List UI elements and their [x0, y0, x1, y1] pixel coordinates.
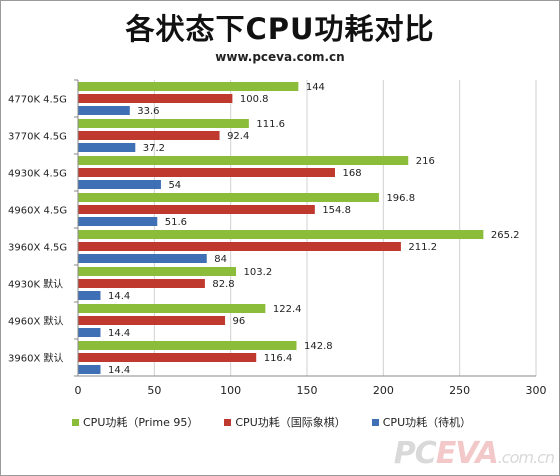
bar-idle-6: [78, 328, 101, 337]
data-label-chess-6: 96: [233, 316, 246, 327]
bar-idle-4: [78, 254, 207, 263]
bar-prime95-3: [78, 193, 379, 202]
data-label-idle-1: 37.2: [143, 143, 165, 154]
legend-swatch-idle: [371, 418, 379, 426]
data-label-prime95-1: 111.6: [256, 119, 285, 130]
x-tick-label-3: 150: [297, 384, 318, 397]
category-label-7: 3960X 默认: [8, 352, 63, 365]
legend-item-prime95: CPU功耗（Prime 95）: [72, 414, 198, 430]
data-label-chess-2: 168: [342, 168, 361, 179]
pceva-watermark-logo: PCEVA.com.cn: [393, 436, 555, 471]
data-label-prime95-7: 142.8: [304, 341, 333, 352]
chart-legend: CPU功耗（Prime 95） CPU功耗（国际象棋） CPU功耗（待机）: [72, 414, 471, 430]
bar-prime95-2: [78, 156, 409, 165]
data-label-chess-3: 154.8: [322, 205, 351, 216]
bar-idle-0: [78, 106, 130, 115]
x-tick-label-0: 0: [75, 384, 82, 397]
bar-prime95-7: [78, 341, 297, 350]
category-label-3: 4960X 4.5G: [8, 206, 67, 217]
bar-idle-1: [78, 143, 136, 152]
data-label-chess-1: 92.4: [227, 131, 249, 142]
legend-item-idle: CPU功耗（待机）: [371, 414, 472, 430]
x-tick-label-4: 200: [373, 384, 394, 397]
category-label-0: 4770K 4.5G: [8, 95, 67, 106]
data-label-idle-3: 51.6: [165, 217, 187, 228]
legend-swatch-chess: [224, 418, 232, 426]
bar-idle-3: [78, 217, 158, 226]
data-label-idle-0: 33.6: [137, 106, 159, 117]
data-label-prime95-4: 265.2: [491, 230, 520, 241]
data-label-idle-7: 14.4: [108, 365, 130, 376]
legend-item-chess: CPU功耗（国际象棋）: [224, 414, 346, 430]
category-label-6: 4960X 默认: [8, 315, 63, 328]
bar-chess-7: [78, 353, 257, 362]
data-label-chess-4: 211.2: [408, 242, 437, 253]
bar-idle-2: [78, 180, 161, 189]
category-label-4: 3960X 4.5G: [8, 243, 67, 254]
data-label-chess-7: 116.4: [264, 353, 293, 364]
data-label-idle-6: 14.4: [108, 328, 130, 339]
data-label-chess-0: 100.8: [240, 94, 269, 105]
legend-swatch-prime95: [72, 418, 79, 426]
bar-prime95-5: [78, 267, 237, 276]
bar-chess-4: [78, 242, 401, 251]
bar-chess-1: [78, 131, 220, 140]
data-label-prime95-0: 144: [306, 82, 325, 93]
bar-prime95-1: [78, 119, 249, 128]
bar-chess-6: [78, 316, 226, 325]
x-tick-label-6: 300: [526, 384, 547, 397]
bar-idle-7: [78, 365, 101, 374]
bar-chess-3: [78, 205, 315, 214]
bar-prime95-6: [78, 304, 266, 313]
bar-idle-5: [78, 291, 101, 300]
bar-chess-5: [78, 279, 205, 288]
category-label-5: 4930K 默认: [8, 278, 63, 291]
data-label-chess-5: 82.8: [212, 279, 234, 290]
x-tick-label-5: 250: [449, 384, 470, 397]
bar-chess-0: [78, 94, 233, 103]
bar-chess-2: [78, 168, 335, 177]
bar-prime95-4: [78, 230, 484, 239]
legend-label-prime95: CPU功耗（Prime 95）: [83, 416, 199, 429]
category-label-2: 4930K 4.5G: [8, 169, 67, 180]
data-label-prime95-5: 103.2: [244, 267, 273, 278]
category-label-1: 3770K 4.5G: [8, 132, 67, 143]
x-tick-label-2: 100: [220, 384, 241, 397]
chart-subtitle: www.pceva.com.cn: [215, 50, 345, 64]
chart-title: 各状态下CPU功耗对比: [125, 12, 435, 46]
x-tick-label-1: 50: [147, 384, 161, 397]
data-label-idle-5: 14.4: [108, 291, 130, 302]
legend-label-chess: CPU功耗（国际象棋）: [235, 416, 346, 429]
data-label-idle-4: 84: [214, 254, 227, 265]
data-label-prime95-6: 122.4: [273, 304, 302, 315]
data-label-idle-2: 54: [168, 180, 181, 191]
data-label-prime95-2: 216: [416, 156, 435, 167]
bar-prime95-0: [78, 82, 299, 91]
data-label-prime95-3: 196.8: [386, 193, 415, 204]
legend-label-idle: CPU功耗（待机）: [382, 416, 472, 429]
